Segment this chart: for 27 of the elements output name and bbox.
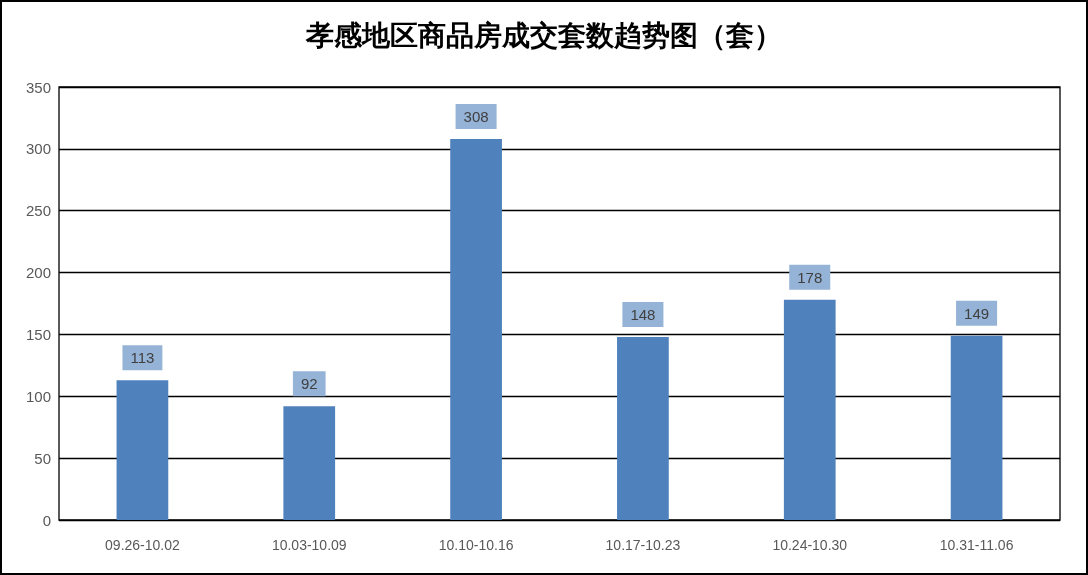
x-tick-label: 10.03-10.09 xyxy=(271,537,347,553)
bar xyxy=(950,335,1003,520)
data-label: 149 xyxy=(964,304,990,322)
data-label: 113 xyxy=(130,349,155,367)
y-tick-label: 150 xyxy=(25,325,51,343)
data-label: 148 xyxy=(630,305,656,323)
data-label: 92 xyxy=(300,375,318,393)
bar xyxy=(283,406,336,520)
y-tick-label: 100 xyxy=(25,387,51,405)
x-tick-label: 10.24-10.30 xyxy=(772,537,848,553)
bar xyxy=(450,138,502,520)
bar xyxy=(617,336,669,520)
y-tick-label: 0 xyxy=(42,511,51,529)
bar xyxy=(116,380,169,520)
bar xyxy=(783,299,836,520)
y-tick-label: 350 xyxy=(25,78,51,96)
x-tick-label: 10.17-10.23 xyxy=(605,537,681,553)
data-label: 178 xyxy=(797,268,823,286)
data-label: 308 xyxy=(463,107,489,125)
y-tick-label: 50 xyxy=(34,449,51,467)
y-tick-label: 300 xyxy=(25,140,51,158)
x-tick-label: 10.31-11.06 xyxy=(939,537,1014,553)
y-tick-label: 200 xyxy=(25,264,51,282)
chart-title: 孝感地区商品房成交套数趋势图（套） xyxy=(305,18,782,52)
x-tick-label: 10.10-10.16 xyxy=(438,537,514,553)
x-tick-label: 09.26-10.02 xyxy=(105,537,180,553)
y-tick-label: 250 xyxy=(25,202,51,220)
